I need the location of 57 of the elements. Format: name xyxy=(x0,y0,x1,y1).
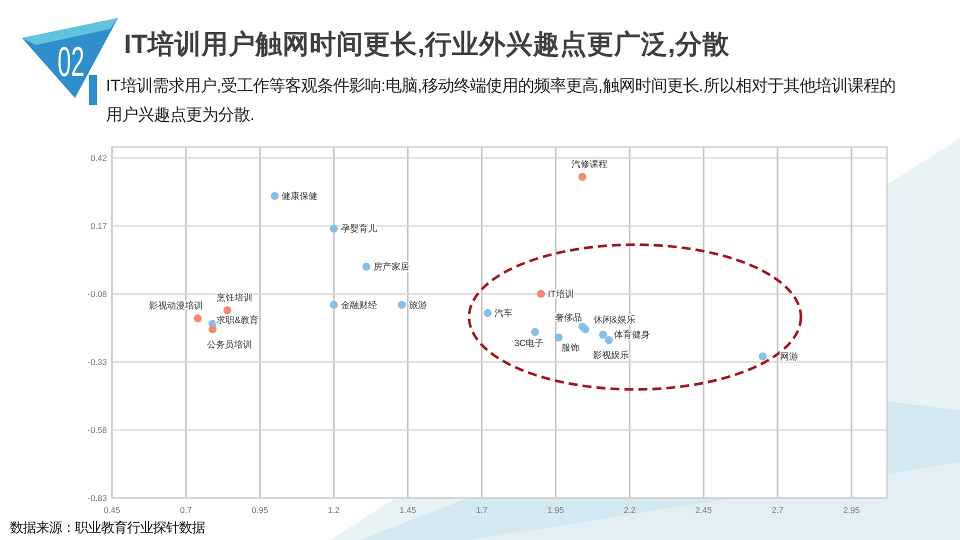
y-tick-label: 0.42 xyxy=(90,152,108,163)
x-tick-label: 0.45 xyxy=(104,505,121,515)
annotation: IT培训 xyxy=(548,288,574,299)
annotation: 汽修课程 xyxy=(571,158,608,169)
annotation: 奢侈品 xyxy=(554,312,582,323)
source-note: 数据来源：职业教育行业探针数据 xyxy=(10,519,205,537)
y-tick-label: -0.08 xyxy=(88,288,108,299)
x-tick-label: 0.7 xyxy=(180,505,192,515)
x-tick-label: 0.95 xyxy=(252,505,268,515)
x-tick-label: 2.95 xyxy=(843,505,860,515)
chart-subtitle: IT培训需求用户,受工作等客观条件影响:电脑,移动终端使用的频率更高,触网时间更长.所以相对于其他培训课程的用户兴趣点更为分散. xyxy=(106,76,896,126)
y-tick-label: -0.58 xyxy=(88,424,108,435)
y-tick-label: -0.83 xyxy=(88,493,108,503)
annotation: 影视动漫培训 xyxy=(148,300,203,310)
annotation: 房产家居 xyxy=(373,262,410,272)
chart-title: IT培训用户触网时间更长,行业外兴趣点更广泛,分散 xyxy=(124,28,730,61)
y-tick-label: 0.17 xyxy=(90,220,108,231)
annotation: 体育健身 xyxy=(614,330,650,340)
point xyxy=(758,352,767,361)
annotation: 网游 xyxy=(780,352,798,362)
text: 02 xyxy=(57,39,85,86)
x-tick-label: 1.2 xyxy=(328,505,340,515)
y-tick-label: -0.33 xyxy=(88,356,108,367)
point xyxy=(604,336,613,344)
point xyxy=(530,328,539,336)
point xyxy=(581,325,590,334)
annotation: 公务员培训 xyxy=(207,339,252,350)
annotation: 旅游 xyxy=(408,300,427,310)
annotation: 烹饪培训 xyxy=(216,292,252,302)
x-tick-label: 2.7 xyxy=(772,505,784,515)
annotation: 求职&教育 xyxy=(216,314,259,325)
point xyxy=(208,325,217,334)
x-tick-label: 1.45 xyxy=(400,505,416,515)
point xyxy=(223,306,232,314)
point xyxy=(330,224,338,233)
point xyxy=(484,308,492,317)
annotation: 孕婴育儿 xyxy=(340,224,377,234)
x-tick-label: 1.95 xyxy=(547,505,564,515)
point xyxy=(536,290,545,298)
annotation: 健康保健 xyxy=(282,190,318,201)
annotation: 休闲&娱乐 xyxy=(593,314,636,324)
point xyxy=(599,330,608,339)
point xyxy=(362,262,370,271)
point xyxy=(398,300,406,309)
annotation: 汽车 xyxy=(494,308,513,318)
point xyxy=(330,300,338,309)
x-tick-label: 1.7 xyxy=(476,505,488,515)
x-tick-label: 2.45 xyxy=(695,505,712,515)
annotation: 服饰 xyxy=(562,342,580,352)
point xyxy=(270,192,279,200)
point xyxy=(554,333,563,342)
annotation: 3C电子 xyxy=(514,338,544,348)
annotation: 金融财经 xyxy=(340,300,377,310)
point xyxy=(578,172,586,181)
x-tick-label: 2.2 xyxy=(624,505,636,515)
point xyxy=(194,314,202,322)
annotation: 影视娱乐 xyxy=(592,350,629,360)
